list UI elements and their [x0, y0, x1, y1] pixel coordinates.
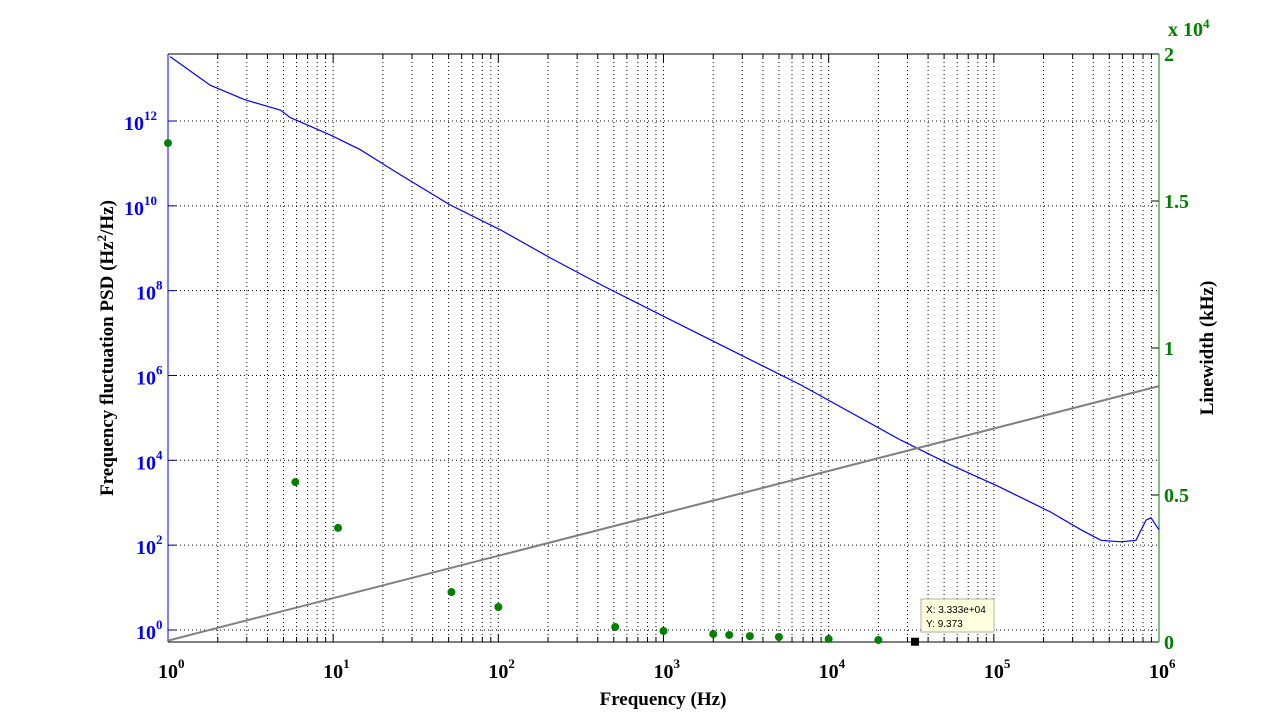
- y-left-tick-label: 106: [136, 362, 163, 389]
- linewidth-marker: [494, 603, 503, 612]
- y-right-tick-label: 0.5: [1164, 485, 1189, 507]
- psd-line: [169, 56, 1160, 543]
- right-exponent-label: x 104: [1168, 16, 1210, 41]
- y-right-tick-label: 0: [1164, 632, 1174, 654]
- y-left-tick-label: 1010: [124, 193, 157, 220]
- linewidth-marker: [447, 588, 456, 597]
- y-left-tick-label: 102: [136, 532, 163, 559]
- datatip-marker: [911, 637, 920, 646]
- linewidth-marker: [334, 523, 343, 532]
- x-tick-label: 104: [819, 656, 846, 683]
- linewidth-marker: [725, 630, 734, 639]
- y-right-axis-label: Linewidth (kHz): [1197, 281, 1218, 416]
- y-right-tick-label: 1.5: [1164, 191, 1189, 213]
- y-left-tick-label: 1012: [124, 108, 157, 135]
- linewidth-marker: [611, 623, 620, 632]
- linewidth-marker: [824, 635, 833, 644]
- x-axis-label: Frequency (Hz): [600, 689, 727, 710]
- x-tick-label: 102: [488, 656, 515, 683]
- y-left-tick-label: 104: [136, 447, 163, 474]
- datatip-x-text: X: 3.333e+04: [926, 605, 986, 616]
- beta-separation-line: [167, 385, 1160, 642]
- linewidth-marker: [745, 632, 754, 641]
- y-left-tick-label: 108: [136, 278, 163, 305]
- linewidth-marker: [774, 633, 783, 642]
- linewidth-marker: [709, 630, 718, 639]
- x-tick-label: 101: [323, 656, 350, 683]
- linewidth-marker: [659, 627, 668, 636]
- linewidth-marker: [874, 635, 883, 644]
- x-tick-label: 100: [158, 656, 185, 683]
- y-right-tick-label: 2: [1164, 44, 1174, 66]
- datatip-box: [920, 598, 995, 633]
- y-right-tick-label: 1: [1164, 338, 1174, 360]
- x-tick-label: 105: [984, 656, 1011, 683]
- datatip-y-text: Y: 9.373: [926, 619, 963, 630]
- x-tick-label: 103: [654, 656, 681, 683]
- linewidth-marker: [291, 478, 300, 487]
- y-left-axis-label: Frequency fluctuation PSD (Hz2/Hz): [94, 200, 118, 496]
- x-tick-label: 106: [1149, 656, 1176, 683]
- y-left-tick-label: 100: [136, 617, 163, 644]
- linewidth-marker: [164, 139, 172, 148]
